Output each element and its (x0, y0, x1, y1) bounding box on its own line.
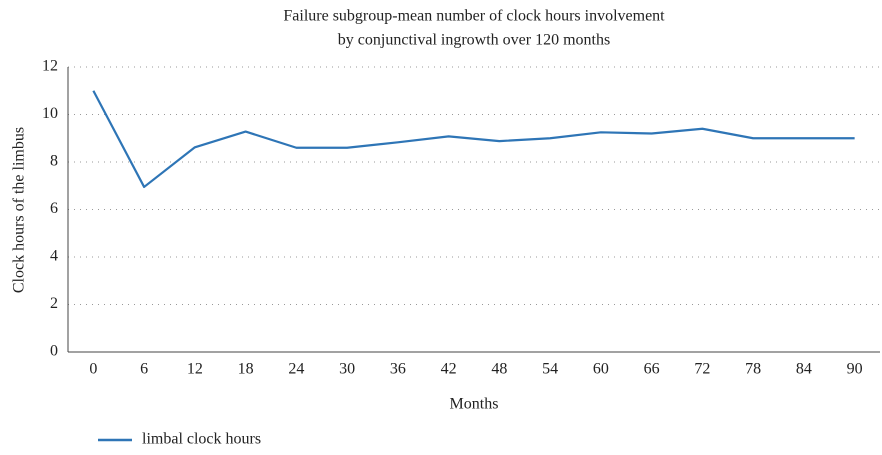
x-tick-label: 30 (339, 361, 355, 378)
x-axis-label: Months (450, 396, 499, 413)
y-tick-label: 12 (42, 58, 58, 75)
x-tick-label: 0 (89, 361, 97, 378)
x-tick-label: 90 (847, 361, 863, 378)
x-tick-label: 48 (491, 361, 507, 378)
y-tick-label: 10 (42, 105, 58, 122)
x-tick-label: 66 (644, 361, 660, 378)
x-tick-label: 12 (187, 361, 203, 378)
y-tick-label: 0 (50, 343, 58, 360)
x-tick-label: 72 (694, 361, 710, 378)
legend-label: limbal clock hours (142, 431, 261, 448)
y-tick-label: 2 (50, 295, 58, 312)
y-tick-label: 6 (50, 200, 58, 217)
x-tick-label: 6 (140, 361, 148, 378)
chart-title: Failure subgroup-mean number of clock ho… (283, 8, 665, 25)
x-tick-label: 78 (745, 361, 761, 378)
x-tick-label: 24 (288, 361, 304, 378)
x-tick-label: 42 (441, 361, 457, 378)
x-tick-label: 36 (390, 361, 406, 378)
x-tick-label: 54 (542, 361, 558, 378)
y-tick-label: 8 (50, 153, 58, 170)
x-tick-label: 84 (796, 361, 812, 378)
data-line (92, 90, 855, 189)
chart-title: by conjunctival ingrowth over 120 months (338, 32, 610, 49)
y-tick-label: 4 (50, 248, 58, 265)
x-tick-label: 60 (593, 361, 609, 378)
y-axis-label: Clock hours of the limbus (11, 127, 28, 293)
x-tick-label: 18 (238, 361, 254, 378)
